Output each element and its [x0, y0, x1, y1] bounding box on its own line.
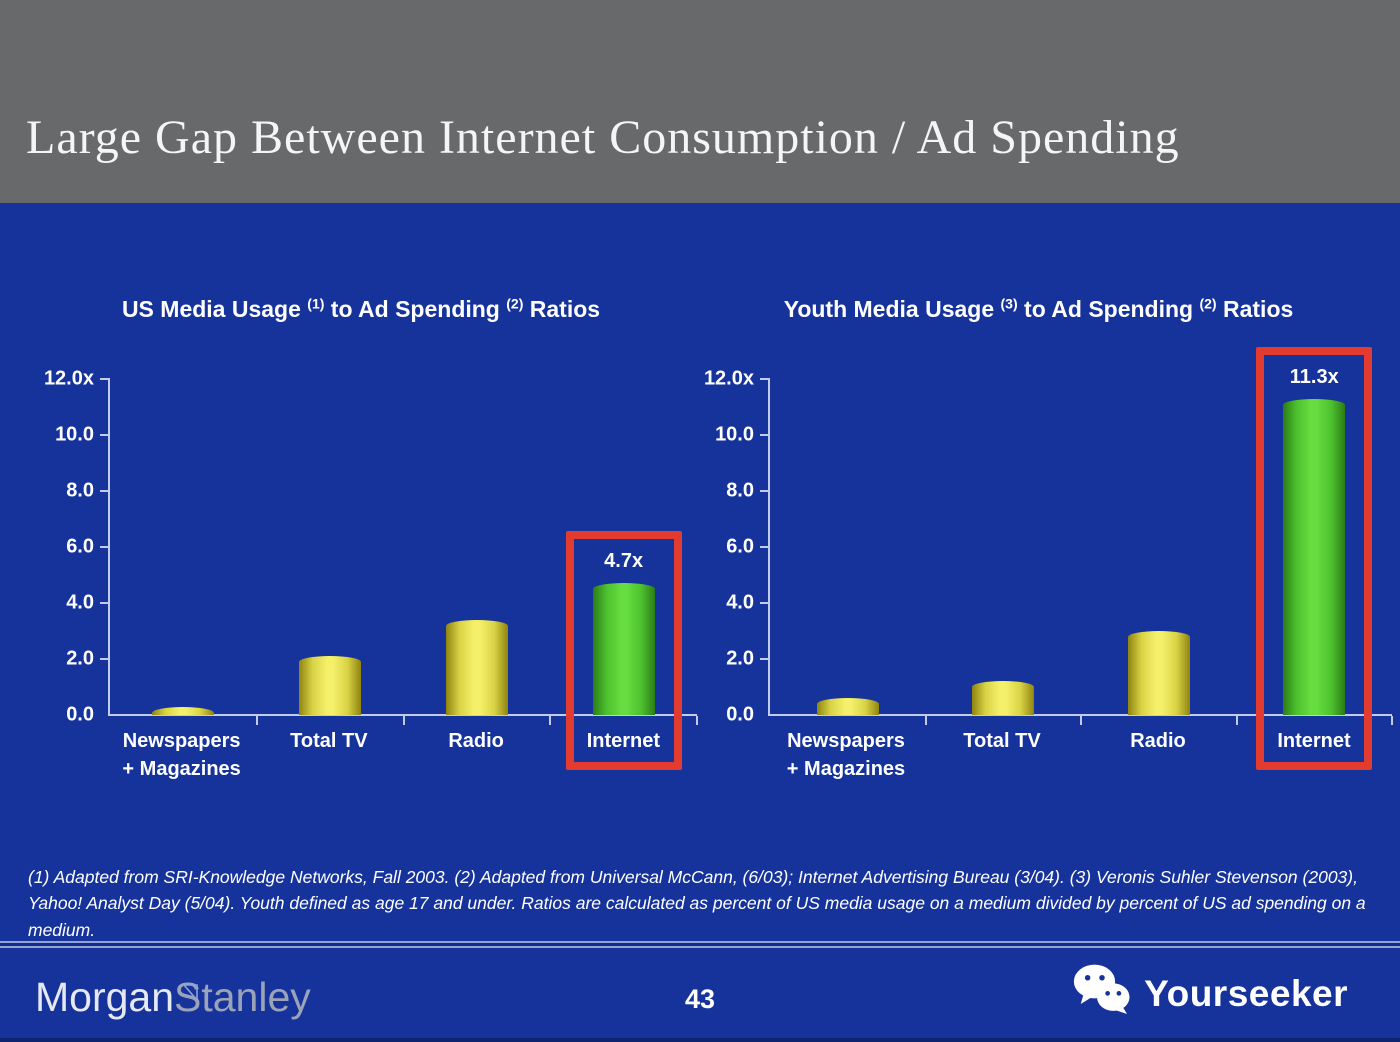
chart-area: 12.0x 10.0 8.0 6.0 4.0 2.0 0.0 11.3x Newspaper… [685, 346, 1393, 783]
y-tick-mark [100, 546, 110, 548]
bar-internet [1283, 398, 1346, 715]
x-category-label-total-tv: Total TV [963, 730, 1041, 752]
y-tick-mark [100, 658, 110, 660]
y-tick-label: 8.0 [66, 479, 94, 502]
bar-newspapers [152, 706, 215, 715]
chart-panel-us-media: US Media Usage (1) to Ad Spending (2) Ra… [25, 275, 698, 783]
y-tick-label: 8.0 [726, 479, 754, 502]
y-tick-mark [760, 658, 770, 660]
chart-title-youth-media: Youth Media Usage (3) to Ad Spending (2)… [685, 275, 1392, 379]
title-segment: Youth Media Usage [783, 296, 1001, 322]
title-segment: to Ad Spending [324, 296, 507, 322]
y-tick-label: 2.0 [66, 647, 94, 670]
x-axis-labels: Newspapers + Magazines Total TV Radio Inter… [108, 715, 697, 783]
y-tick-mark [100, 490, 110, 492]
y-tick-mark [760, 434, 770, 436]
bar-column-internet: 11.3x [1237, 346, 1393, 770]
logo-text-morgan: Morgan [35, 974, 175, 1020]
chart-title-text: US Media Usage (1) to Ad Spending (2) Ra… [122, 293, 600, 326]
y-tick-mark [100, 602, 110, 604]
y-tick-label: 6.0 [726, 535, 754, 558]
title-segment: Ratios [1216, 296, 1294, 322]
y-tick-label: 2.0 [726, 647, 754, 670]
bar-columns: 4.7x [110, 379, 698, 770]
chart-area: 12.0x 10.0 8.0 6.0 4.0 2.0 0.0 4.7x Newspapers… [25, 368, 698, 783]
bar-value-label: 11.3x [1289, 365, 1339, 388]
bar-column-radio [1081, 379, 1237, 725]
y-tick-label: 10.0 [55, 423, 94, 446]
title-superscript: (2) [506, 295, 524, 312]
y-tick-mark [760, 378, 770, 380]
bar-internet [592, 583, 655, 715]
bar-newspapers [816, 698, 879, 715]
bar-columns: 11.3x [770, 346, 1393, 770]
x-category-label-radio: Radio [1130, 730, 1186, 752]
title-superscript: (2) [1199, 295, 1217, 312]
x-category-label-newspapers: Newspapers + Magazines [786, 730, 906, 780]
chart-title-us-media: US Media Usage (1) to Ad Spending (2) Ra… [25, 275, 697, 379]
x-category-label-total-tv: Total TV [290, 730, 368, 752]
title-segment: US Media Usage [121, 296, 308, 322]
wechat-icon [1072, 964, 1132, 1023]
morgan-stanley-logo: MorganStanley [35, 974, 311, 1021]
page-title: Large Gap Between Internet Consumption /… [26, 111, 1180, 164]
bar-total-tv [299, 656, 362, 715]
plot-area: 11.3x [760, 346, 1393, 770]
bar-column-radio [404, 379, 551, 725]
watermark-label: Yourseeker [1144, 972, 1348, 1014]
y-tick-label: 6.0 [66, 535, 94, 558]
y-tick-label: 4.0 [66, 591, 94, 614]
slide-header: Large Gap Between Internet Consumption /… [0, 0, 1400, 203]
footer-separator [0, 941, 1400, 948]
bar-column-total-tv [926, 379, 1082, 725]
bar-radio [1127, 631, 1190, 715]
y-tick-label: 0.0 [66, 703, 94, 726]
y-tick-mark [100, 434, 110, 436]
page-number: 43 [684, 984, 716, 1014]
y-tick-label: 12.0x [43, 367, 94, 390]
y-tick-mark [100, 378, 110, 380]
slide-footer: MorganStanley 43 Yourseeker [0, 948, 1400, 1042]
y-tick-label: 4.0 [726, 591, 754, 614]
x-category-label-newspapers: Newspapers + Magazines [122, 730, 241, 780]
x-category-label-internet: Internet [586, 730, 661, 752]
highlight-box [1256, 346, 1373, 770]
y-tick-label: 0.0 [726, 703, 754, 726]
title-segment: Ratios [523, 296, 601, 322]
bar-column-internet: 4.7x [550, 379, 698, 770]
y-tick-label: 10.0 [715, 423, 754, 446]
title-superscript: (1) [307, 295, 325, 312]
bar-column-total-tv [257, 379, 405, 725]
x-category-label-radio: Radio [448, 730, 504, 752]
bar-column-newspapers [110, 379, 258, 725]
x-axis-labels: Newspapers + Magazines Total TV Radio Inter… [768, 715, 1392, 783]
y-axis: 12.0x 10.0 8.0 6.0 4.0 2.0 0.0 [25, 368, 108, 726]
bar-radio [445, 619, 508, 715]
footnote: (1) Adapted from SRI-Knowledge Networks,… [28, 867, 1366, 940]
x-category-label-internet: Internet [1277, 730, 1351, 752]
chart-panel-youth-media: Youth Media Usage (3) to Ad Spending (2)… [685, 275, 1393, 783]
highlight-box [565, 531, 682, 770]
bar-total-tv [972, 681, 1035, 715]
y-tick-label: 12.0x [703, 367, 754, 390]
y-tick-mark [760, 602, 770, 604]
y-axis: 12.0x 10.0 8.0 6.0 4.0 2.0 0.0 [685, 368, 768, 726]
bar-value-label: 4.7x [604, 550, 644, 573]
watermark: Yourseeker [1072, 964, 1348, 1023]
plot-area: 4.7x [100, 378, 698, 770]
chart-title-text: Youth Media Usage (3) to Ad Spending (2)… [784, 293, 1294, 326]
y-tick-mark [760, 546, 770, 548]
y-tick-mark [760, 490, 770, 492]
morgan-stanley-flag-icon [182, 966, 200, 1013]
bar-column-newspapers [770, 379, 926, 725]
title-superscript: (3) [1000, 295, 1018, 312]
title-segment: to Ad Spending [1017, 296, 1200, 322]
